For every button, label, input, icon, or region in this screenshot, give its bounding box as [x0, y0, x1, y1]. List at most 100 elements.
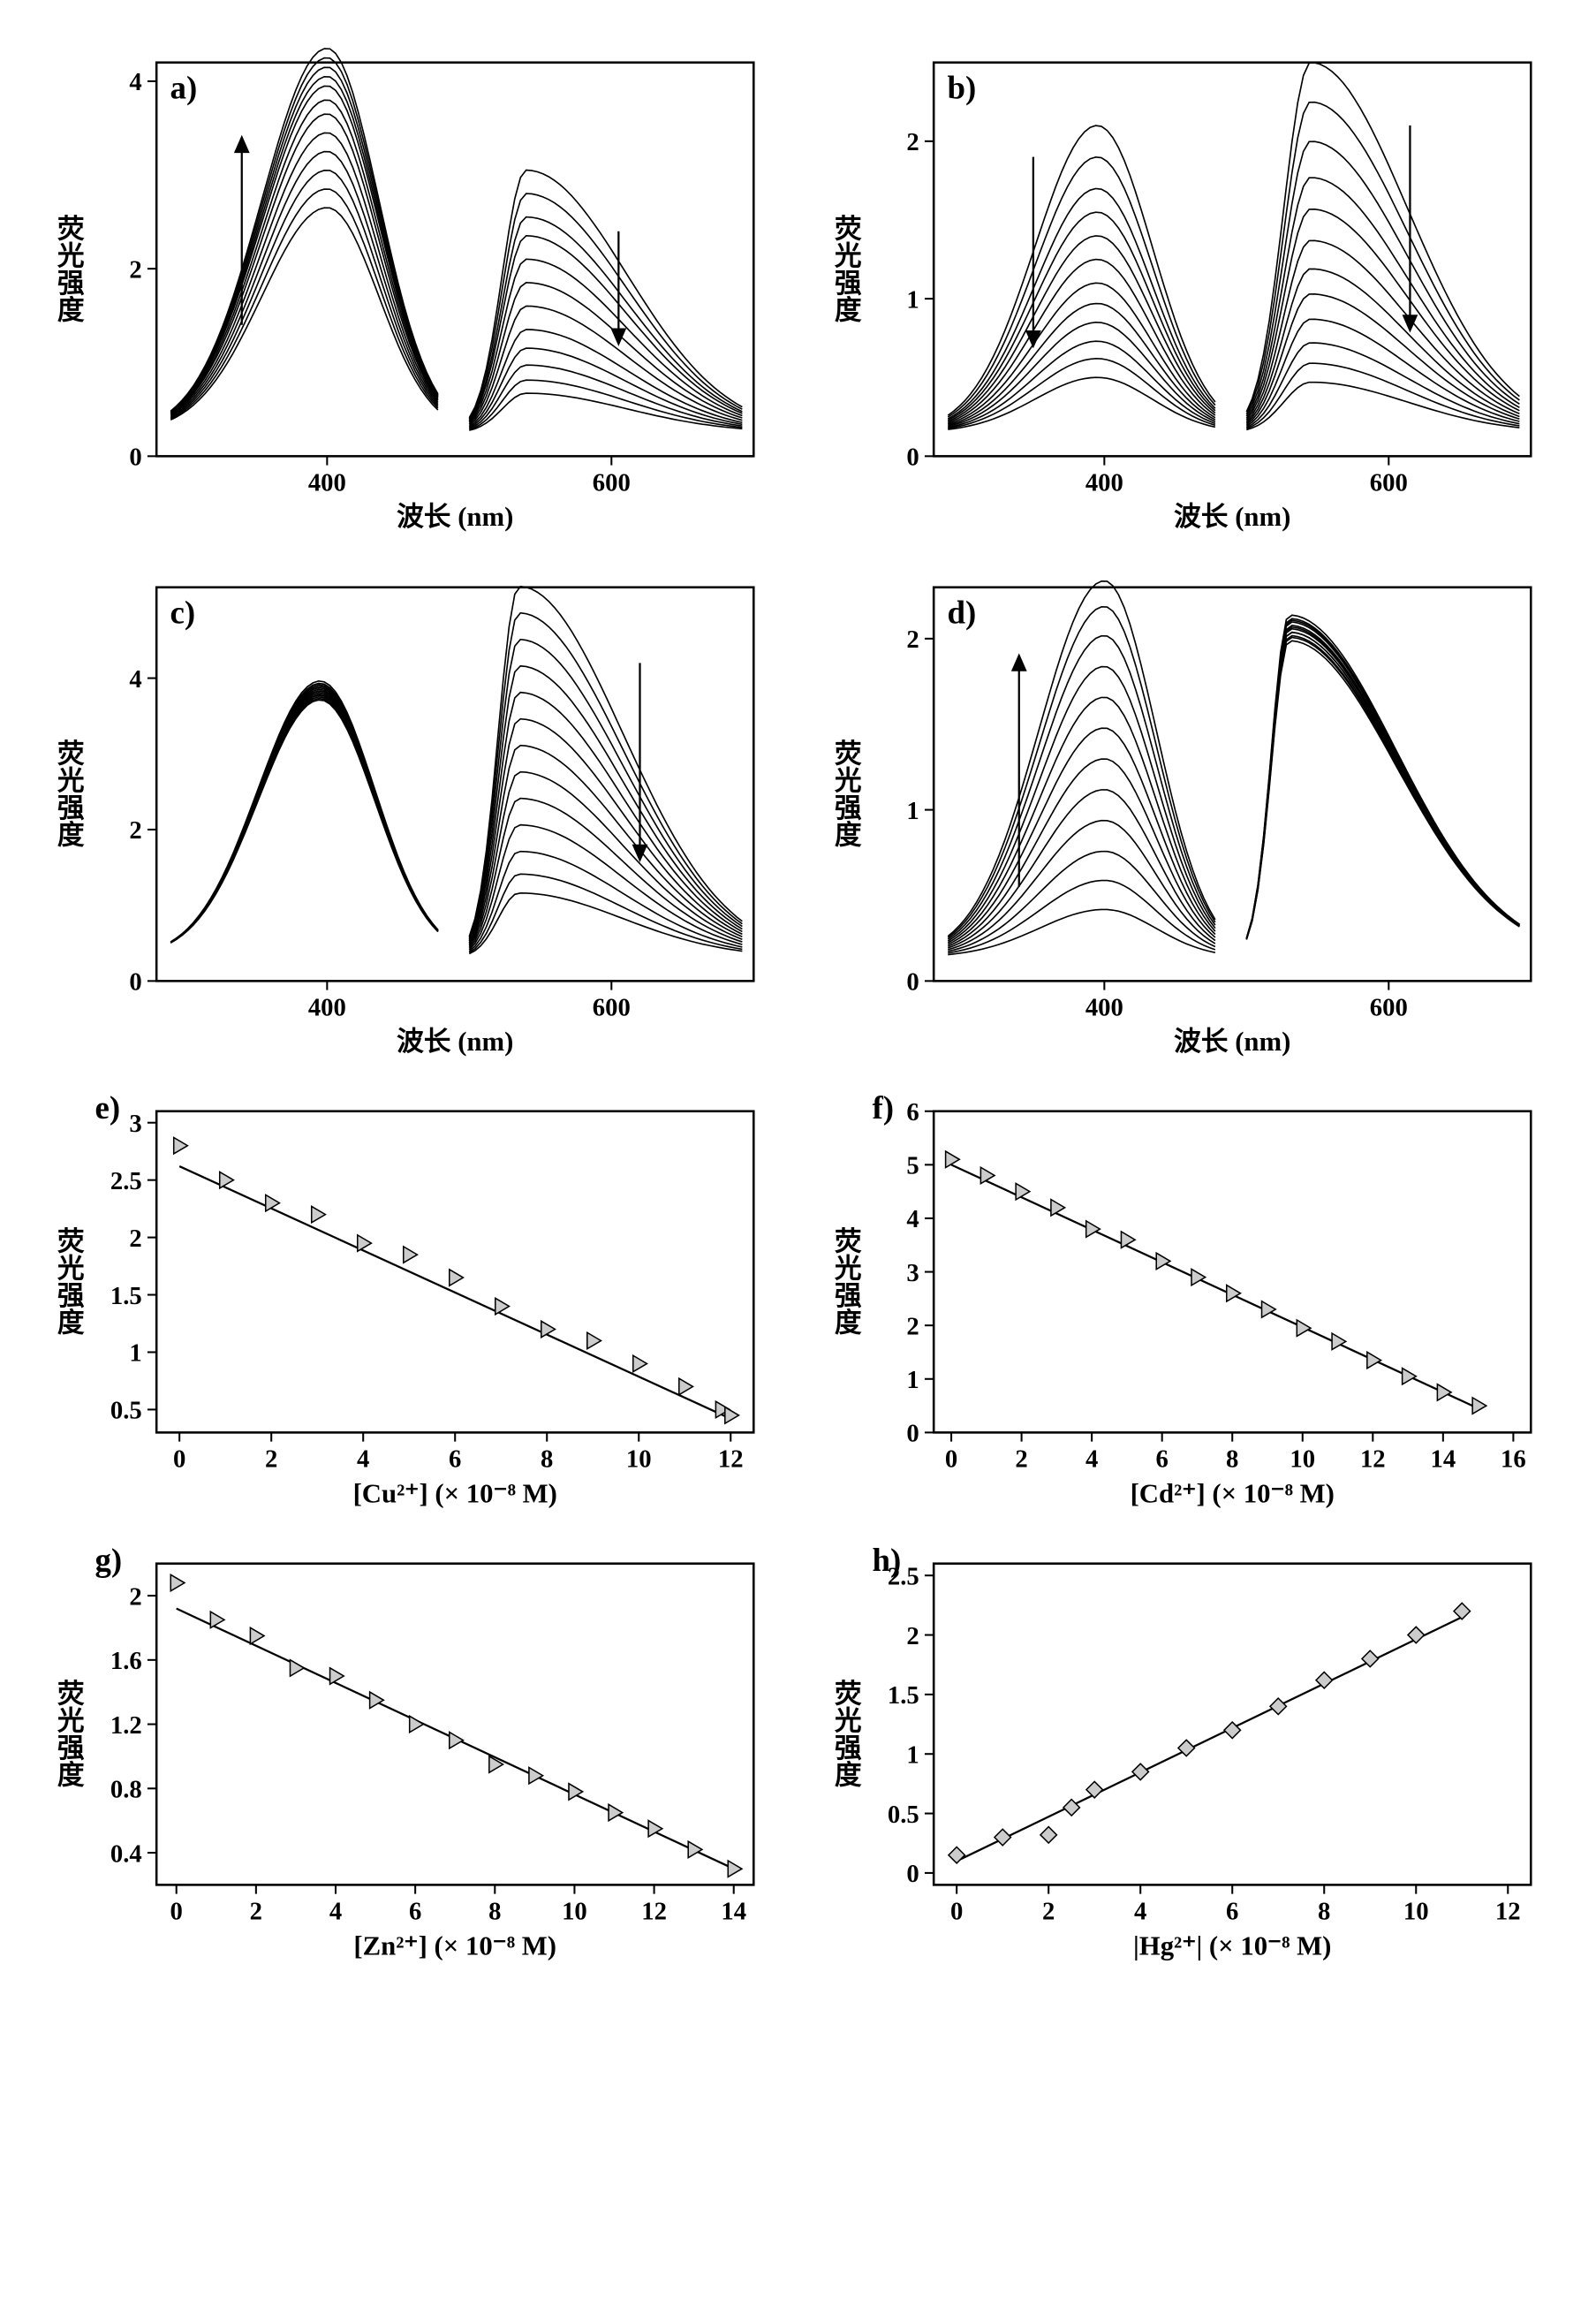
svg-text:10: 10: [1403, 1897, 1428, 1925]
svg-text:g): g): [95, 1542, 122, 1579]
svg-text:5: 5: [906, 1152, 919, 1180]
panel-f: 02468101214160123456[Cd²⁺] (× 10⁻⁸ M)荧光强…: [816, 1084, 1558, 1519]
svg-text:2: 2: [249, 1897, 261, 1925]
svg-text:6: 6: [1226, 1897, 1238, 1925]
svg-text:6: 6: [449, 1445, 461, 1474]
svg-text:14: 14: [721, 1897, 746, 1925]
panel-c: 400600024波长 (nm)荧光强度c): [39, 560, 781, 1067]
svg-text:600: 600: [1369, 993, 1407, 1021]
svg-text:波长 (nm): 波长 (nm): [1174, 1027, 1290, 1057]
svg-text:2: 2: [906, 1313, 919, 1341]
svg-text:b): b): [947, 70, 976, 107]
svg-text:4: 4: [329, 1897, 341, 1925]
svg-text:d): d): [947, 594, 976, 631]
svg-text:400: 400: [307, 468, 345, 497]
svg-text:1: 1: [906, 285, 919, 314]
svg-text:1: 1: [906, 1741, 919, 1769]
panel-g: 024681012140.40.81.21.62[Zn²⁺] (× 10⁻⁸ M…: [39, 1536, 781, 1971]
svg-text:2: 2: [129, 1582, 141, 1611]
svg-text:6: 6: [408, 1897, 420, 1925]
svg-text:0: 0: [129, 967, 141, 996]
svg-text:荧光强度: 荧光强度: [829, 1679, 860, 1788]
svg-text:0: 0: [170, 1897, 182, 1925]
svg-text:f): f): [872, 1089, 894, 1126]
svg-text:12: 12: [1359, 1445, 1385, 1474]
svg-text:4: 4: [1134, 1897, 1146, 1925]
svg-text:6: 6: [1155, 1445, 1168, 1474]
svg-text:2: 2: [265, 1445, 277, 1474]
svg-text:0: 0: [906, 1420, 919, 1448]
svg-text:2: 2: [129, 1225, 141, 1253]
svg-text:[Cd²⁺] (× 10⁻⁸ M): [Cd²⁺] (× 10⁻⁸ M): [1130, 1479, 1334, 1509]
svg-text:8: 8: [541, 1445, 553, 1474]
svg-text:荧光强度: 荧光强度: [52, 1679, 83, 1788]
svg-text:0: 0: [906, 444, 919, 472]
svg-text:2: 2: [906, 1622, 919, 1650]
svg-text:荧光强度: 荧光强度: [52, 1227, 83, 1337]
svg-text:400: 400: [307, 993, 345, 1021]
svg-text:600: 600: [592, 468, 630, 497]
svg-text:4: 4: [1085, 1445, 1097, 1474]
svg-text:h): h): [872, 1542, 901, 1579]
svg-text:2: 2: [1042, 1897, 1055, 1925]
svg-text:2: 2: [129, 255, 141, 284]
svg-text:1: 1: [906, 796, 919, 824]
svg-text:2.5: 2.5: [110, 1167, 141, 1195]
svg-text:4: 4: [129, 68, 141, 96]
svg-text:1.5: 1.5: [887, 1681, 919, 1710]
panel-b: 400 600 0 1 2 波长 (nm) 荧光强度 b): [816, 35, 1558, 542]
svg-text:1.2: 1.2: [110, 1711, 141, 1740]
svg-text:600: 600: [1369, 468, 1407, 497]
svg-text:1: 1: [906, 1366, 919, 1394]
svg-text:12: 12: [641, 1897, 667, 1925]
svg-text:0: 0: [944, 1445, 957, 1474]
svg-text:荧光强度: 荧光强度: [829, 739, 860, 848]
svg-text:600: 600: [592, 993, 630, 1021]
figure-grid: 400600024波长 (nm)荧光强度a) 400600012波长 (nm)荧…: [39, 35, 1558, 1971]
svg-text:2: 2: [906, 626, 919, 654]
panel-d: 400 600 0 1 2 波长 (nm) 荧光强度 d): [816, 560, 1558, 1067]
svg-text:e): e): [95, 1089, 120, 1126]
svg-text:0: 0: [906, 967, 919, 996]
svg-text:波长 (nm): 波长 (nm): [397, 502, 513, 532]
svg-text:0.4: 0.4: [110, 1839, 141, 1868]
svg-text:14: 14: [1430, 1445, 1456, 1474]
svg-text:[Cu²⁺] (× 10⁻⁸ M): [Cu²⁺] (× 10⁻⁸ M): [352, 1479, 556, 1509]
svg-text:0.8: 0.8: [110, 1776, 141, 1804]
svg-text:3: 3: [129, 1110, 141, 1138]
svg-text:400: 400: [1085, 468, 1123, 497]
svg-text:[Zn²⁺] (× 10⁻⁸ M): [Zn²⁺] (× 10⁻⁸ M): [353, 1930, 556, 1961]
svg-text:荧光强度: 荧光强度: [52, 739, 83, 848]
panel-h: 02468101200.511.522.5|Hg²⁺| (× 10⁻⁸ M)荧光…: [816, 1536, 1558, 1971]
svg-text:8: 8: [1226, 1445, 1238, 1474]
svg-text:12: 12: [1494, 1897, 1520, 1925]
svg-text:4: 4: [357, 1445, 369, 1474]
svg-text:10: 10: [625, 1445, 651, 1474]
svg-text:0.5: 0.5: [887, 1801, 919, 1829]
svg-text:|Hg²⁺| (× 10⁻⁸ M): |Hg²⁺| (× 10⁻⁸ M): [1133, 1930, 1331, 1961]
svg-text:2: 2: [129, 816, 141, 845]
svg-text:荧光强度: 荧光强度: [52, 214, 83, 323]
svg-text:4: 4: [906, 1206, 919, 1234]
svg-text:12: 12: [717, 1445, 743, 1474]
svg-text:8: 8: [1318, 1897, 1330, 1925]
svg-text:2: 2: [1015, 1445, 1027, 1474]
svg-text:1: 1: [129, 1339, 141, 1368]
svg-text:3: 3: [906, 1259, 919, 1287]
svg-text:c): c): [170, 594, 195, 631]
svg-text:8: 8: [488, 1897, 501, 1925]
svg-text:a): a): [170, 70, 197, 107]
svg-text:0: 0: [173, 1445, 185, 1474]
svg-text:荧光强度: 荧光强度: [829, 214, 860, 323]
svg-text:1.5: 1.5: [110, 1282, 141, 1310]
svg-text:4: 4: [129, 664, 141, 693]
svg-text:波长 (nm): 波长 (nm): [1174, 502, 1290, 532]
svg-text:2: 2: [906, 128, 919, 156]
svg-text:0: 0: [129, 444, 141, 472]
svg-text:400: 400: [1085, 993, 1123, 1021]
svg-text:0: 0: [950, 1897, 963, 1925]
svg-text:0: 0: [906, 1860, 919, 1888]
svg-text:0.5: 0.5: [110, 1397, 141, 1425]
svg-text:16: 16: [1501, 1445, 1526, 1474]
panel-e: 0 2 4 6 8 10 12 0.5 1 1.5 2 2.5 3 [Cu²⁺] (× 10⁻⁸ M) 荧光…: [39, 1084, 781, 1519]
